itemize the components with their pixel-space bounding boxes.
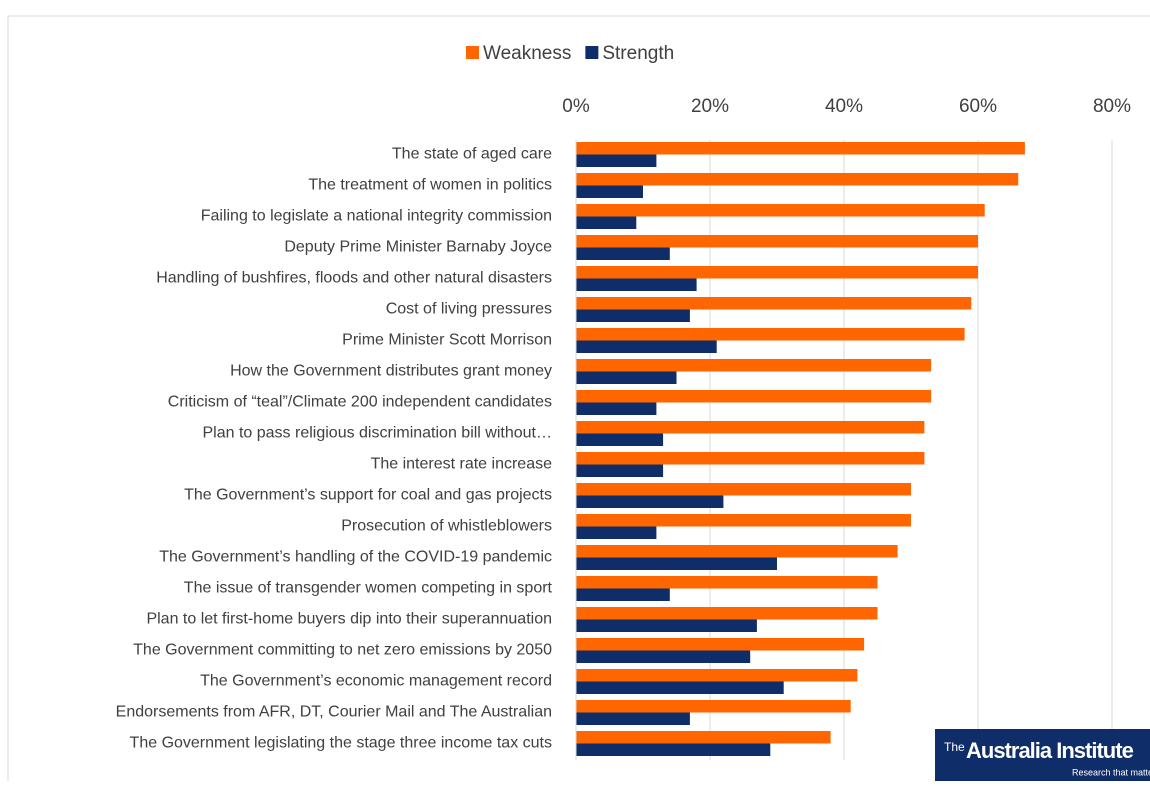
category-label: Plan to pass religious discrimination bi… [203, 425, 553, 442]
bar [576, 650, 751, 663]
category-label: Plan to let first-home buyers dip into t… [146, 611, 552, 628]
bar [576, 359, 932, 372]
bar [576, 526, 657, 539]
bar [576, 309, 690, 322]
bar [576, 619, 757, 632]
logo-box [935, 729, 1150, 781]
x-tick-label: 80% [1093, 96, 1131, 117]
category-label: Endorsements from AFR, DT, Courier Mail … [116, 704, 552, 721]
bar [576, 297, 972, 310]
logo-tagline: Research that matters [1072, 767, 1150, 777]
legend-label: Weakness [483, 43, 571, 64]
bar [576, 576, 878, 589]
bar [576, 266, 978, 279]
bar [576, 557, 777, 570]
bar [576, 681, 784, 694]
category-label: Prosecution of whistleblowers [341, 518, 552, 535]
bar [576, 371, 677, 384]
bar [576, 235, 978, 248]
x-tick-label: 0% [562, 96, 590, 117]
x-tick-label: 40% [825, 96, 863, 117]
logo: The Australia Institute Research that ma… [935, 729, 1150, 781]
bar [576, 433, 664, 446]
legend-label: Strength [602, 43, 674, 64]
legend-swatch [466, 46, 479, 59]
bar [576, 638, 865, 651]
x-tick-label: 60% [959, 96, 997, 117]
bar [576, 483, 911, 496]
bar [576, 204, 985, 217]
category-label: The Government’s support for coal and ga… [184, 487, 552, 504]
bar [576, 588, 670, 601]
category-label: The interest rate increase [371, 456, 553, 473]
bar [576, 712, 690, 725]
category-label: The issue of transgender women competing… [184, 580, 553, 597]
bar [576, 328, 965, 341]
bar [576, 390, 932, 403]
x-tick-label: 20% [691, 96, 729, 117]
bar [576, 731, 831, 744]
bar [576, 464, 664, 477]
category-label: The Government’s handling of the COVID-1… [159, 549, 552, 566]
bar [576, 340, 717, 353]
category-label: The Government’s economic management rec… [200, 673, 552, 690]
category-label: Failing to legislate a national integrit… [201, 208, 552, 225]
bar [576, 514, 911, 527]
bar [576, 545, 898, 558]
bar [576, 278, 697, 291]
bar [576, 173, 1019, 186]
legend-swatch [585, 46, 599, 59]
bar [576, 402, 657, 415]
logo-prefix: The [944, 740, 965, 754]
category-label: The treatment of women in politics [308, 177, 552, 194]
category-label: Criticism of “teal”/Climate 200 independ… [168, 394, 552, 411]
category-label: The Government legislating the stage thr… [130, 735, 552, 752]
bar [576, 452, 925, 465]
bar [576, 247, 670, 260]
bar [576, 421, 925, 434]
bar [576, 607, 878, 620]
category-label: Handling of bushfires, floods and other … [156, 270, 552, 287]
category-label: Deputy Prime Minister Barnaby Joyce [284, 239, 552, 256]
bar [576, 154, 657, 167]
bar [576, 669, 858, 682]
bar [576, 142, 1025, 155]
category-label: How the Government distributes grant mon… [230, 363, 552, 380]
bar [576, 495, 724, 508]
logo-name: Australia Institute [966, 738, 1134, 763]
category-label: The Government committing to net zero em… [133, 642, 552, 659]
bar [576, 185, 643, 198]
bar [576, 700, 851, 713]
category-label: Prime Minister Scott Morrison [342, 332, 552, 349]
category-label: The state of aged care [392, 146, 552, 163]
bar [576, 743, 771, 756]
category-label: Cost of living pressures [386, 301, 552, 318]
bar [576, 216, 637, 229]
